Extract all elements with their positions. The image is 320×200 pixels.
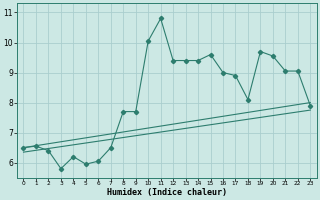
X-axis label: Humidex (Indice chaleur): Humidex (Indice chaleur) (107, 188, 227, 197)
